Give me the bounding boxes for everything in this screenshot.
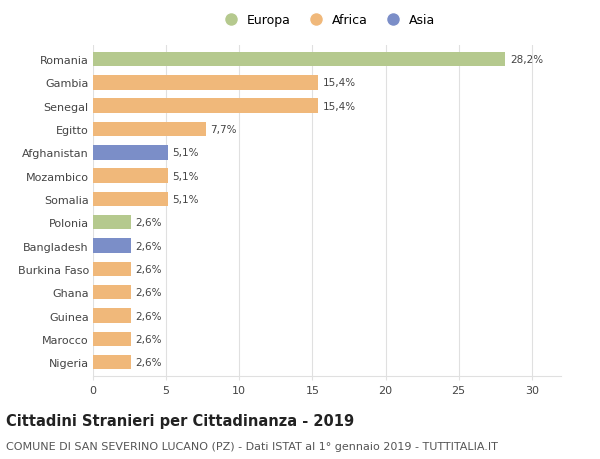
Bar	[93, 99, 318, 114]
Bar	[93, 239, 131, 253]
Text: Cittadini Stranieri per Cittadinanza - 2019: Cittadini Stranieri per Cittadinanza - 2…	[6, 413, 354, 428]
Bar	[93, 53, 505, 67]
Text: 15,4%: 15,4%	[323, 78, 356, 88]
Bar	[93, 146, 167, 160]
Text: COMUNE DI SAN SEVERINO LUCANO (PZ) - Dati ISTAT al 1° gennaio 2019 - TUTTITALIA.: COMUNE DI SAN SEVERINO LUCANO (PZ) - Dat…	[6, 441, 498, 451]
Text: 15,4%: 15,4%	[323, 101, 356, 112]
Bar	[93, 76, 318, 90]
Bar	[93, 192, 167, 207]
Bar	[93, 216, 131, 230]
Text: 2,6%: 2,6%	[136, 241, 162, 251]
Text: 7,7%: 7,7%	[210, 125, 236, 134]
Text: 2,6%: 2,6%	[136, 264, 162, 274]
Text: 2,6%: 2,6%	[136, 334, 162, 344]
Bar	[93, 308, 131, 323]
Bar	[93, 285, 131, 300]
Text: 2,6%: 2,6%	[136, 311, 162, 321]
Bar	[93, 123, 206, 137]
Bar	[93, 262, 131, 276]
Text: 2,6%: 2,6%	[136, 288, 162, 297]
Legend: Europa, Africa, Asia: Europa, Africa, Asia	[214, 9, 440, 32]
Text: 5,1%: 5,1%	[172, 195, 199, 205]
Text: 2,6%: 2,6%	[136, 218, 162, 228]
Bar	[93, 169, 167, 184]
Bar	[93, 332, 131, 347]
Text: 5,1%: 5,1%	[172, 148, 199, 158]
Bar	[93, 355, 131, 369]
Text: 28,2%: 28,2%	[510, 55, 543, 65]
Text: 2,6%: 2,6%	[136, 358, 162, 367]
Text: 5,1%: 5,1%	[172, 171, 199, 181]
